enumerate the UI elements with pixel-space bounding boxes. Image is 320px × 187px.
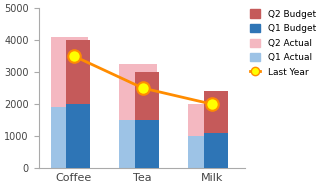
Bar	[135, 120, 159, 168]
Bar	[188, 136, 226, 168]
Line: Last Year: Last Year	[68, 50, 218, 110]
Bar	[204, 91, 228, 133]
Bar	[119, 64, 157, 120]
Bar	[51, 37, 88, 107]
Bar	[204, 133, 228, 168]
Bar	[188, 104, 226, 136]
Bar	[119, 120, 157, 168]
Last Year	[72, 55, 76, 57]
Bar	[51, 107, 88, 168]
Legend: Q2 Budget, Q1 Budget, Q2 Actual, Q1 Actual, Last Year: Q2 Budget, Q1 Budget, Q2 Actual, Q1 Actu…	[250, 10, 316, 77]
Bar	[135, 72, 159, 120]
Bar	[66, 40, 91, 104]
Last Year	[141, 87, 145, 89]
Bar	[66, 104, 91, 168]
Last Year	[210, 103, 213, 105]
